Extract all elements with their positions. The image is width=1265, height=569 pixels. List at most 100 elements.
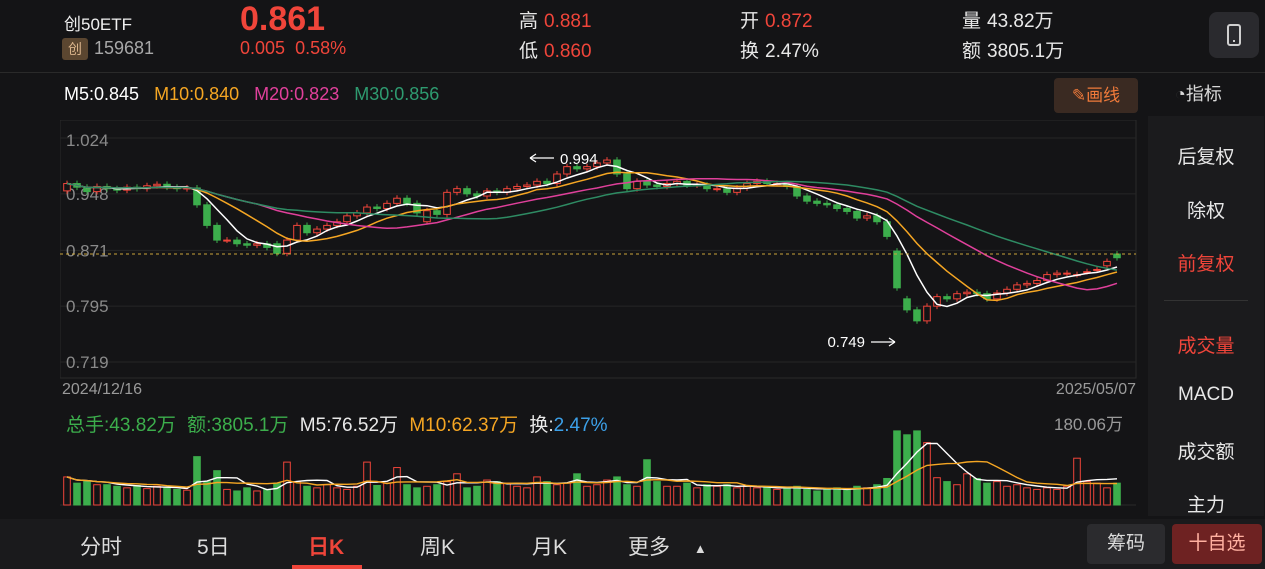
- side-item-volume[interactable]: 成交量: [1177, 336, 1235, 357]
- volume-bar: [103, 484, 111, 506]
- side-item-macd[interactable]: MACD: [1178, 384, 1234, 405]
- tab-5day[interactable]: 5日: [197, 536, 230, 559]
- candle-body: [993, 292, 1001, 300]
- volume-bar: [513, 485, 521, 506]
- volume-bar: [1113, 482, 1121, 506]
- total-volume: 总手:43.82万: [66, 415, 176, 436]
- chart-frame: [60, 120, 1137, 379]
- volume-bar: [743, 485, 751, 506]
- candles: [63, 157, 1121, 324]
- tab-monthly-k[interactable]: 月K: [532, 536, 568, 559]
- landscape-toggle-button[interactable]: [1209, 12, 1259, 58]
- volume-bar: [833, 487, 841, 506]
- candle-body: [523, 184, 531, 187]
- candle-body: [803, 195, 811, 202]
- candle-body: [603, 159, 611, 164]
- chips-button[interactable]: 筹码: [1087, 524, 1165, 564]
- indicator-button[interactable]: ◔指标: [1175, 84, 1222, 104]
- active-tab-indicator: [292, 565, 362, 569]
- volume-bar: [653, 481, 661, 506]
- candle-body: [533, 180, 541, 186]
- candle-body: [243, 243, 251, 246]
- volume-bar: [293, 481, 301, 506]
- tab-weekly-k[interactable]: 周K: [420, 536, 456, 559]
- end-date-label: 2025/05/07: [1056, 381, 1136, 398]
- candle-body: [923, 305, 931, 322]
- ma20-line: [66, 177, 1118, 291]
- ma30-value: M30:0.856: [354, 84, 440, 104]
- add-favorite-button[interactable]: 十自选: [1172, 524, 1262, 564]
- volume-bar: [1023, 487, 1031, 506]
- candle-body: [623, 173, 631, 190]
- candle-body: [893, 250, 901, 289]
- volume-bar: [253, 490, 261, 506]
- volume-bar: [783, 487, 791, 506]
- volume-legend: 总手:43.82万 额:3805.1万 M5:76.52万 M10:62.37万…: [66, 410, 608, 437]
- vol-ma10-line: [66, 460, 1118, 490]
- volume-bar: [483, 479, 491, 506]
- y-tick-label: 1.024: [66, 131, 109, 150]
- side-item-amount[interactable]: 成交额: [1177, 442, 1235, 463]
- volume-bar: [573, 473, 581, 506]
- volume-bar: [433, 484, 441, 506]
- y-tick-label: 0.871: [66, 241, 109, 260]
- candle-body: [853, 210, 861, 219]
- volume-bar: [873, 484, 881, 506]
- side-item-forward-adjust[interactable]: 前复权: [1177, 254, 1235, 275]
- volume-bar: [973, 477, 981, 506]
- ma20-value: M20:0.823: [254, 84, 340, 104]
- last-price: 0.861: [240, 0, 326, 38]
- candle-body: [823, 202, 831, 206]
- side-item-main-force[interactable]: 主力: [1186, 495, 1225, 514]
- tab-more[interactable]: 更多 ▲: [628, 536, 707, 559]
- candle-body: [633, 180, 641, 190]
- volume-bar: [553, 484, 561, 506]
- candle-body: [953, 293, 961, 300]
- volume-bar: [1043, 487, 1051, 506]
- candle-body: [193, 187, 201, 206]
- phone-rotate-icon: [1227, 24, 1241, 46]
- volume-bar: [353, 485, 361, 506]
- vol-turnover-value: 2.47%: [553, 415, 608, 436]
- candle-body: [643, 180, 651, 186]
- stock-code: 159681: [94, 38, 155, 58]
- draw-line-button[interactable]: ✎画线: [1054, 78, 1138, 113]
- volume-bar: [413, 487, 421, 506]
- pencil-icon: ✎: [1071, 86, 1087, 105]
- candle-body: [943, 296, 951, 300]
- candle-body: [443, 191, 451, 215]
- candle-body: [1093, 268, 1101, 271]
- low-arrow-head: [888, 337, 896, 347]
- side-item-ex-rights[interactable]: 除权: [1186, 201, 1225, 222]
- turnover-stat: 换 2.47%: [740, 41, 819, 62]
- volume-bar: [83, 481, 91, 506]
- volume-bars: [60, 430, 1136, 506]
- stock-name: 创50ETF: [64, 15, 133, 34]
- volume-bar: [603, 479, 611, 506]
- volume-max-label: 180.06万: [1054, 415, 1123, 434]
- volume-bar: [373, 485, 381, 506]
- volume-bar: [923, 442, 931, 506]
- tab-daily-k[interactable]: 日K: [308, 536, 345, 559]
- candle-body: [843, 208, 851, 212]
- candle-body: [553, 173, 561, 185]
- y-tick-label: 0.719: [66, 353, 109, 372]
- candle-body: [393, 197, 401, 204]
- volume-bar: [453, 473, 461, 506]
- volume-chart[interactable]: [60, 405, 1140, 509]
- candle-body: [233, 239, 241, 245]
- volume-bar: [963, 473, 971, 506]
- volume-bar: [63, 476, 71, 506]
- candle-body: [433, 210, 441, 215]
- side-item-back-adjust[interactable]: 后复权: [1177, 147, 1235, 168]
- tab-intraday[interactable]: 分时: [80, 536, 122, 559]
- volume-bar: [1053, 488, 1061, 506]
- candle-body: [403, 197, 411, 204]
- volume-bar: [503, 482, 511, 506]
- high-arrow-head: [529, 153, 537, 163]
- volume-bar: [823, 488, 831, 506]
- change-value: 0.005: [240, 38, 286, 58]
- candle-body: [863, 215, 871, 219]
- candle-body: [293, 224, 301, 241]
